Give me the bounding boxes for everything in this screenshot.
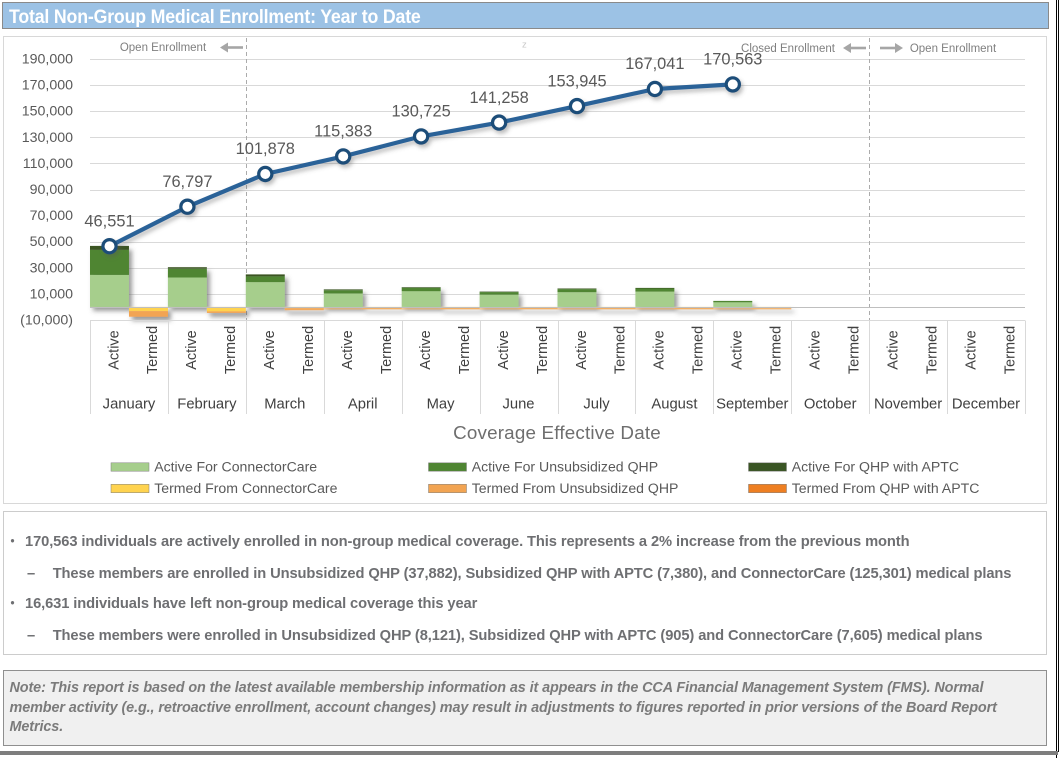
svg-text:May: May [427,397,456,413]
svg-text:Termed: Termed [1002,326,1018,374]
svg-text:153,945: 153,945 [547,72,606,90]
svg-text:December: December [952,397,1020,413]
svg-text:Termed: Termed [457,326,473,374]
svg-text:46,551: 46,551 [84,212,134,230]
svg-text:October: October [804,397,857,413]
svg-text:Active For Unsubsidized QHP: Active For Unsubsidized QHP [472,459,658,475]
svg-text:10,000: 10,000 [30,286,74,302]
svg-text:Active: Active [496,330,512,370]
svg-text:Termed From Unsubsidized QHP: Termed From Unsubsidized QHP [472,480,679,496]
svg-text:Active: Active [184,330,200,370]
svg-text:March: March [264,397,305,413]
svg-text:110,000: 110,000 [23,156,73,172]
svg-text:June: June [502,397,534,413]
svg-text:Termed: Termed [379,326,395,374]
svg-text:Active: Active [418,330,434,370]
svg-text:April: April [348,397,378,413]
svg-text:115,383: 115,383 [314,123,372,141]
svg-text:130,000: 130,000 [22,130,73,146]
svg-text:141,258: 141,258 [469,89,528,107]
svg-text:September: September [716,397,788,413]
svg-text:Termed: Termed [535,326,551,374]
svg-text:Open Enrollment: Open Enrollment [120,42,207,54]
svg-text:July: July [583,397,610,413]
svg-text:Termed From ConnectorCare: Termed From ConnectorCare [154,480,337,496]
svg-text:76,797: 76,797 [162,173,212,191]
svg-text:November: November [874,397,942,413]
svg-text:Active: Active [963,330,979,370]
svg-text:Termed: Termed [223,326,239,374]
svg-text:Open Enrollment: Open Enrollment [910,43,997,55]
svg-text:February: February [177,397,237,413]
svg-text:Active For QHP with APTC: Active For QHP with APTC [792,459,959,475]
svg-text:Termed: Termed [924,326,940,374]
svg-text:August: August [651,397,697,413]
svg-text:150,000: 150,000 [22,104,73,120]
svg-text:Termed: Termed [769,326,785,374]
svg-text:Termed: Termed [691,326,707,374]
svg-text:Active: Active [730,330,746,370]
svg-text:Active: Active [262,330,278,370]
svg-text:30,000: 30,000 [30,260,74,276]
svg-text:Termed From QHP with APTC: Termed From QHP with APTC [792,480,980,496]
svg-text:130,725: 130,725 [391,103,450,121]
svg-text:z: z [522,40,527,51]
svg-text:167,041: 167,041 [625,55,684,73]
svg-text:Coverage Effective Date: Coverage Effective Date [453,422,661,443]
svg-text:Active: Active [885,330,901,370]
svg-text:90,000: 90,000 [30,182,74,198]
svg-text:January: January [103,397,156,413]
svg-text:Termed: Termed [301,326,317,374]
svg-text:Closed Enrollment: Closed Enrollment [741,43,836,55]
svg-text:Termed: Termed [613,326,629,374]
svg-text:170,563: 170,563 [703,51,762,69]
svg-text:Active: Active [652,330,668,370]
svg-text:170,000: 170,000 [22,78,73,94]
svg-text:Termed: Termed [847,326,863,374]
svg-text:101,878: 101,878 [236,140,295,158]
svg-text:Active: Active [340,330,356,370]
svg-text:Termed: Termed [145,326,161,374]
svg-text:70,000: 70,000 [30,208,74,224]
svg-text:Active: Active [808,330,824,370]
svg-text:190,000: 190,000 [22,52,73,68]
svg-text:Active: Active [106,330,122,370]
svg-text:50,000: 50,000 [30,234,74,250]
svg-text:Active For ConnectorCare: Active For ConnectorCare [154,459,317,475]
svg-text:Active: Active [574,330,590,370]
svg-text:(10,000): (10,000) [20,313,73,329]
